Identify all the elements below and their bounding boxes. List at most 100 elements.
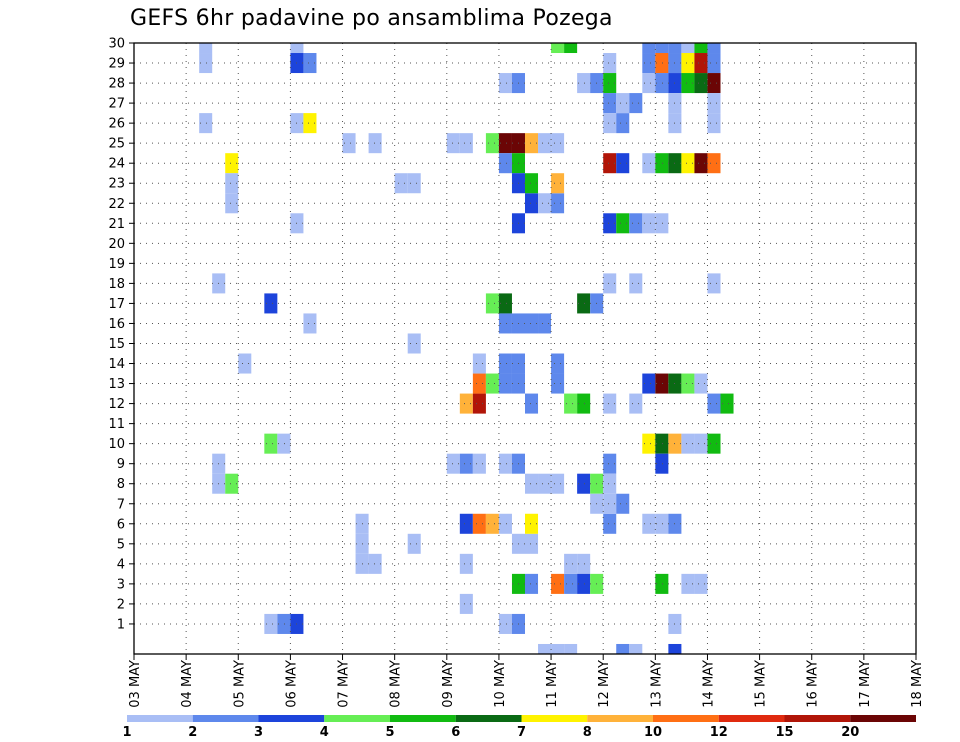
y-tick-label: 29 xyxy=(108,57,125,72)
heatmap-cell xyxy=(577,73,591,94)
heatmap-cell xyxy=(694,53,708,74)
heatmap-cell xyxy=(225,173,239,194)
y-tick-label: 28 xyxy=(108,77,125,92)
heatmap-cell xyxy=(303,113,317,134)
heatmap-cell xyxy=(694,373,708,394)
legend-label: 6 xyxy=(451,725,460,740)
heatmap-cell xyxy=(525,133,539,154)
heatmap-cell xyxy=(564,573,578,594)
heatmap-cell xyxy=(681,433,695,454)
x-tick-label: 14 MAY xyxy=(701,660,716,708)
heatmap-cell xyxy=(629,93,643,114)
heatmap-cell xyxy=(707,433,721,454)
heatmap-cell xyxy=(694,73,708,94)
heatmap-cell xyxy=(199,113,213,134)
y-tick-label: 18 xyxy=(108,277,125,292)
y-tick-label: 10 xyxy=(108,437,125,452)
y-tick-label: 21 xyxy=(108,217,125,232)
heatmap-cell xyxy=(668,643,682,654)
legend-label: 15 xyxy=(775,725,793,740)
legend-label: 2 xyxy=(188,725,197,740)
legend-swatch xyxy=(390,715,456,722)
legend-label: 4 xyxy=(320,725,329,740)
heatmap-cell xyxy=(368,133,382,154)
heatmap-cell xyxy=(459,393,473,414)
heatmap-cell xyxy=(603,213,617,234)
heatmap-cell xyxy=(603,493,617,514)
heatmap-cell xyxy=(407,533,421,554)
heatmap-cell xyxy=(616,643,630,654)
legend-swatch xyxy=(521,715,588,722)
heatmap-cell xyxy=(629,213,643,234)
heatmap-cell xyxy=(485,293,499,314)
heatmap-cell xyxy=(498,73,512,94)
heatmap-cell xyxy=(472,513,486,534)
y-tick-label: 15 xyxy=(108,337,125,352)
heatmap-cell xyxy=(694,153,708,174)
legend: 1 2 3 4 5 6 7 8 10 12 15 20 xyxy=(122,715,916,740)
heatmap-cell xyxy=(290,43,304,54)
legend-swatch xyxy=(127,715,193,722)
heatmap-cell xyxy=(368,553,382,574)
heatmap-cell xyxy=(616,213,630,234)
heatmap-cell xyxy=(538,193,552,214)
legend-label: 7 xyxy=(517,725,526,740)
heatmap-cell xyxy=(498,513,512,534)
legend-label: 1 xyxy=(122,725,131,740)
heatmap-cell xyxy=(603,513,617,534)
heatmap-cell xyxy=(629,273,643,294)
y-tick-label: 9 xyxy=(117,457,125,472)
legend-swatch xyxy=(455,715,522,722)
legend-label: 12 xyxy=(710,725,728,740)
heatmap-cell xyxy=(720,393,734,414)
heatmap-cell xyxy=(564,553,578,574)
heatmap-cell xyxy=(277,613,291,634)
heatmap-cell xyxy=(264,293,278,314)
heatmap-cell xyxy=(264,433,278,454)
heatmap-cell xyxy=(655,153,669,174)
heatmap-cell xyxy=(498,153,512,174)
heatmap-cell xyxy=(655,43,669,54)
heatmap-cell xyxy=(551,573,565,594)
heatmap-cell xyxy=(707,113,721,134)
y-tick-label: 23 xyxy=(108,177,125,192)
heatmap-cell xyxy=(446,453,460,474)
heatmap-cell xyxy=(551,643,565,654)
legend-swatch xyxy=(718,715,785,722)
heatmap-cell xyxy=(655,73,669,94)
heatmap-cell xyxy=(655,373,669,394)
heatmap-cell xyxy=(603,93,617,114)
heatmap-cell xyxy=(642,43,656,54)
y-tick-label: 14 xyxy=(108,357,125,372)
heatmap-cell xyxy=(603,53,617,74)
x-axis: 03 MAY 04 MAY 05 MAY 06 MAY 07 MAY 08 MAY 09 M… xyxy=(128,654,925,708)
heatmap-cell xyxy=(681,43,695,54)
heatmap-cell xyxy=(498,293,512,314)
y-tick-label: 25 xyxy=(108,137,125,152)
heatmap-cell xyxy=(603,453,617,474)
heatmap-cell xyxy=(694,573,708,594)
y-tick-label: 26 xyxy=(108,117,125,132)
heatmap-cell xyxy=(498,313,512,334)
heatmap-cell xyxy=(394,173,408,194)
heatmap-cell xyxy=(225,193,239,214)
heatmap-cell xyxy=(603,473,617,494)
legend-swatch xyxy=(784,715,851,722)
y-tick-label: 24 xyxy=(108,157,125,172)
heatmap-cell xyxy=(525,513,539,534)
heatmap-cell xyxy=(655,433,669,454)
heatmap-cell xyxy=(655,513,669,534)
heatmap-cell xyxy=(681,373,695,394)
y-tick-label: 17 xyxy=(108,297,125,312)
heatmap-cell xyxy=(459,133,473,154)
legend-swatch xyxy=(587,715,653,722)
heatmap-cell xyxy=(538,133,552,154)
heatmap-cell xyxy=(564,43,578,54)
heatmap-cell xyxy=(603,273,617,294)
grid-layer xyxy=(134,42,916,654)
heatmap-cell xyxy=(603,113,617,134)
y-tick-label: 20 xyxy=(108,237,125,252)
y-tick-label: 3 xyxy=(117,577,125,592)
heatmap-cell xyxy=(225,473,239,494)
